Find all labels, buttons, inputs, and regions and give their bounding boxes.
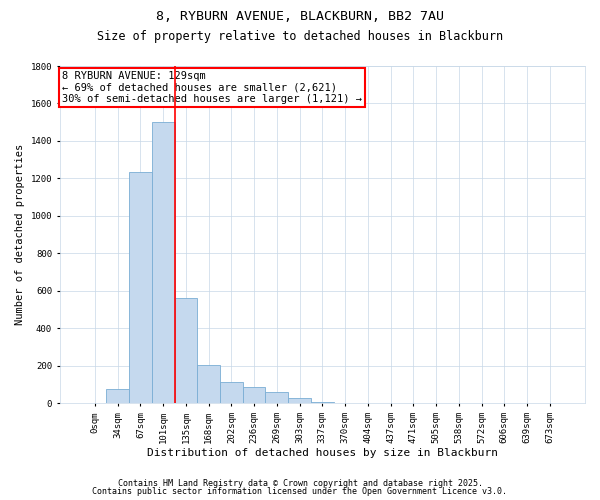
- Bar: [152, 122, 175, 404]
- Bar: [220, 382, 243, 404]
- X-axis label: Distribution of detached houses by size in Blackburn: Distribution of detached houses by size …: [147, 448, 498, 458]
- Bar: [243, 386, 265, 404]
- Bar: [265, 392, 288, 404]
- Bar: [356, 402, 379, 404]
- Text: 8, RYBURN AVENUE, BLACKBURN, BB2 7AU: 8, RYBURN AVENUE, BLACKBURN, BB2 7AU: [156, 10, 444, 23]
- Bar: [129, 172, 152, 404]
- Text: Contains HM Land Registry data © Crown copyright and database right 2025.: Contains HM Land Registry data © Crown c…: [118, 478, 482, 488]
- Bar: [311, 402, 334, 404]
- Text: 8 RYBURN AVENUE: 129sqm
← 69% of detached houses are smaller (2,621)
30% of semi: 8 RYBURN AVENUE: 129sqm ← 69% of detache…: [62, 71, 362, 104]
- Bar: [288, 398, 311, 404]
- Bar: [334, 402, 356, 404]
- Bar: [106, 390, 129, 404]
- Text: Size of property relative to detached houses in Blackburn: Size of property relative to detached ho…: [97, 30, 503, 43]
- Bar: [175, 298, 197, 404]
- Y-axis label: Number of detached properties: Number of detached properties: [15, 144, 25, 326]
- Bar: [197, 365, 220, 404]
- Text: Contains public sector information licensed under the Open Government Licence v3: Contains public sector information licen…: [92, 487, 508, 496]
